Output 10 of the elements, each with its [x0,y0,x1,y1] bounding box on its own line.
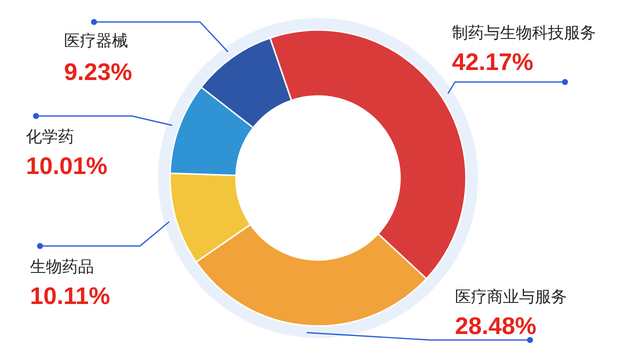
slice-label: 医疗器械 [64,31,128,50]
data-label: 28.48% [455,313,536,340]
data-label: 10.11% [30,283,110,310]
slice-label: 生物药品 [30,257,94,276]
slice-label: 制药与生物科技服务 [452,23,596,42]
data-label: 9.23% [64,59,132,86]
data-label: 42.17% [452,49,534,76]
slice-label: 化学药 [26,127,74,146]
slice-label: 医疗商业与服务 [455,287,567,306]
data-label: 10.01% [26,153,108,180]
